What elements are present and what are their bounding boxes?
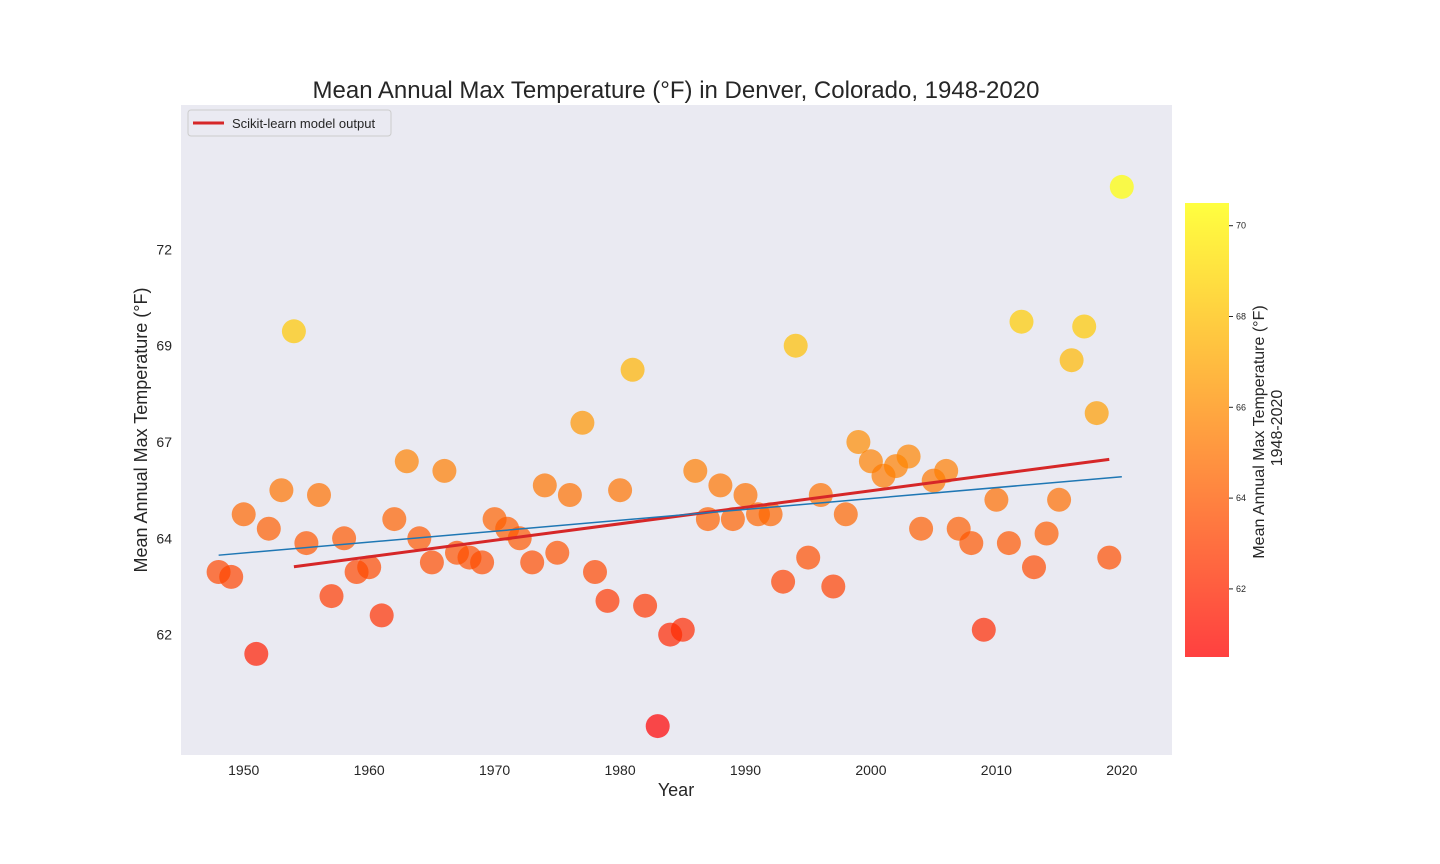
scatter-point-2018 bbox=[1084, 401, 1109, 426]
scatter-point-1986 bbox=[683, 458, 708, 483]
colorbar-tick-label-66: 66 bbox=[1236, 402, 1246, 412]
scatter-point-1995 bbox=[796, 545, 821, 570]
scatter-point-1993 bbox=[771, 569, 796, 594]
scatter-point-2010 bbox=[984, 487, 1009, 512]
x-tick-label-2010: 2010 bbox=[981, 762, 1012, 778]
scatter-point-1974 bbox=[532, 473, 557, 498]
scatter-point-1965 bbox=[419, 550, 444, 575]
x-tick-label-1990: 1990 bbox=[730, 762, 761, 778]
scatter-point-1999 bbox=[846, 430, 871, 454]
scatter-point-1997 bbox=[821, 574, 846, 599]
scatter-point-2006 bbox=[934, 458, 959, 483]
scatter-point-1951 bbox=[244, 641, 269, 666]
scatter-point-1982 bbox=[633, 593, 658, 618]
plot-area: 1950 1960 1970 1980 1990 2000 2010 2020 62 64 67 69… bbox=[156, 105, 1172, 778]
scatter-point-2008 bbox=[959, 531, 984, 556]
legend-box bbox=[187, 109, 392, 137]
scatter-point-1977 bbox=[570, 410, 595, 435]
scatter-point-1969 bbox=[470, 550, 495, 575]
scatter-point-2012 bbox=[1009, 309, 1034, 334]
scatter-point-1978 bbox=[583, 560, 607, 584]
y-tick-label-69: 69 bbox=[156, 338, 172, 354]
legend-label: Scikit-learn model output bbox=[232, 116, 375, 131]
scatter-point-1960 bbox=[357, 555, 382, 580]
scatter-point-1973 bbox=[520, 550, 545, 575]
scatter-point-1955 bbox=[294, 531, 319, 556]
trend-line bbox=[218, 475, 1122, 556]
scatter-point-1966 bbox=[432, 458, 457, 483]
scatter-point-1949 bbox=[219, 564, 244, 589]
scatter-point-1979 bbox=[595, 588, 620, 613]
legend: Scikit-learn model output bbox=[187, 109, 392, 137]
y-tick-label-72: 72 bbox=[156, 241, 172, 257]
scatter-point-2009 bbox=[971, 617, 996, 642]
scatter-point-2014 bbox=[1034, 521, 1059, 546]
scatter-point-1956 bbox=[307, 483, 331, 507]
colorbar-tick-label-68: 68 bbox=[1236, 312, 1246, 322]
y-tick-label-64: 64 bbox=[156, 530, 172, 546]
scatter-point-1990 bbox=[733, 483, 758, 507]
scatter-point-1989 bbox=[720, 507, 745, 532]
scatter-point-1952 bbox=[256, 516, 281, 541]
x-tick-label-2020: 2020 bbox=[1106, 762, 1137, 778]
scatter-point-1954 bbox=[281, 319, 306, 344]
scatter-point-2003 bbox=[896, 444, 921, 469]
x-tick-label-1970: 1970 bbox=[479, 762, 510, 778]
plot-background bbox=[181, 105, 1172, 755]
y-tick-label-62: 62 bbox=[156, 627, 172, 643]
scatter-point-1958 bbox=[332, 526, 357, 551]
scatter-point-1998 bbox=[833, 502, 858, 527]
colorbar-label-line2: 1948-2020 bbox=[1269, 390, 1286, 467]
scatter-point-2017 bbox=[1072, 314, 1097, 339]
chart-title: Mean Annual Max Temperature (°F) in Denv… bbox=[313, 77, 1040, 104]
colorbar-tick-label-62: 62 bbox=[1236, 584, 1246, 594]
scatter-point-1975 bbox=[545, 540, 570, 565]
scatter-point-1961 bbox=[369, 603, 394, 628]
colorbar: 62 64 66 68 70 Mean Annual Max Temperature (°… bbox=[1185, 203, 1286, 657]
scatter-point-2015 bbox=[1047, 487, 1072, 512]
x-tick-label-1950: 1950 bbox=[228, 762, 259, 778]
scatter-point-1980 bbox=[608, 478, 633, 503]
colorbar-tick-label-64: 64 bbox=[1236, 493, 1246, 503]
scatter-point-2004 bbox=[909, 516, 934, 541]
colorbar-gradient bbox=[1185, 203, 1229, 657]
y-tick-label-67: 67 bbox=[156, 434, 172, 450]
scatter-point-1950 bbox=[231, 502, 256, 527]
y-axis-label: Mean Annual Max Temperature (°F) bbox=[131, 288, 151, 573]
scatter-point-1981 bbox=[620, 357, 645, 382]
scatter-point-1953 bbox=[269, 478, 294, 503]
x-tick-label-1960: 1960 bbox=[354, 762, 385, 778]
scatter-point-2019 bbox=[1097, 545, 1122, 570]
scatter-point-1963 bbox=[394, 449, 419, 474]
scatter-point-1985 bbox=[670, 617, 695, 642]
scatter-point-1996 bbox=[808, 483, 833, 507]
scatter-point-1976 bbox=[557, 483, 582, 507]
scatter-point-2016 bbox=[1059, 348, 1084, 373]
scatter-point-1988 bbox=[708, 473, 733, 498]
scatter-point-2020 bbox=[1109, 174, 1134, 199]
scatter-point-2013 bbox=[1022, 555, 1046, 580]
scatter-point-1983 bbox=[645, 714, 670, 739]
scatter-point-1994 bbox=[783, 333, 808, 358]
x-axis-label: Year bbox=[658, 780, 694, 800]
colorbar-label-line1: Mean Annual Max Temperature (°F) bbox=[1251, 305, 1268, 558]
scatter-point-2011 bbox=[996, 531, 1021, 556]
scatter-point-1957 bbox=[319, 584, 344, 609]
colorbar-tick-label-70: 70 bbox=[1236, 221, 1246, 231]
scatter-point-1962 bbox=[382, 507, 407, 532]
x-tick-label-2000: 2000 bbox=[855, 762, 886, 778]
x-tick-label-1980: 1980 bbox=[604, 762, 635, 778]
